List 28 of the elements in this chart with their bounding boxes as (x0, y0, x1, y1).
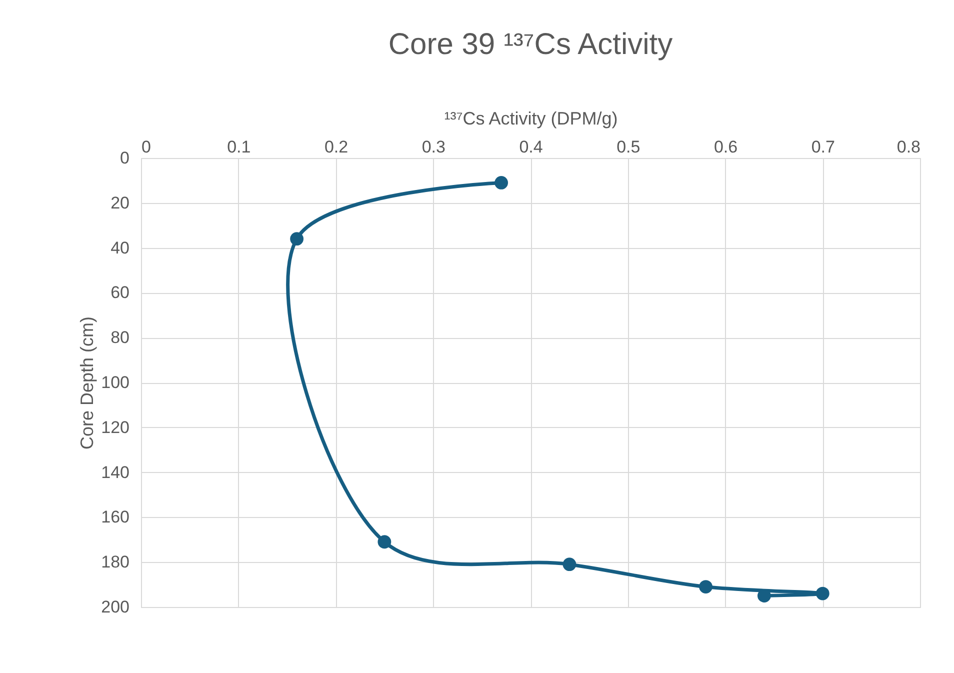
y-tick-label: 120 (101, 418, 130, 437)
x-tick-label: 0.8 (896, 138, 920, 156)
y-tick-label: 40 (110, 238, 130, 258)
point (378, 535, 392, 549)
y-tick-label: 20 (110, 193, 130, 212)
y-tick-label: 200 (101, 598, 130, 616)
y-tick-label: 180 (101, 552, 130, 572)
x-tick-label: 0.3 (422, 138, 446, 156)
point (699, 580, 712, 594)
x-tick-label: 0 (142, 138, 151, 156)
chart-title: Core 39 ¹³⁷Cs Activity (388, 28, 673, 61)
x-tick-label: 0.1 (227, 138, 251, 156)
x-tick-label: 0.2 (324, 138, 348, 156)
y-axis-title: Core Depth (cm) (77, 316, 98, 450)
y-tick-label: 160 (101, 508, 130, 527)
x-tick-label: 0.7 (811, 138, 835, 156)
y-tick-label: 100 (101, 373, 130, 392)
y-tick-label: 60 (110, 283, 130, 302)
point (816, 586, 830, 600)
y-tick-label: 140 (101, 462, 130, 482)
x-tick-label: 0.5 (616, 138, 640, 156)
x-axis-title: ¹³⁷Cs Activity (DPM/g) (444, 108, 618, 128)
point (494, 176, 508, 190)
point (290, 232, 304, 246)
x-tick-label: 0.4 (519, 138, 543, 156)
x-tick-label: 0.6 (714, 138, 738, 156)
point (562, 558, 576, 572)
y-tick-label: 80 (110, 328, 130, 348)
